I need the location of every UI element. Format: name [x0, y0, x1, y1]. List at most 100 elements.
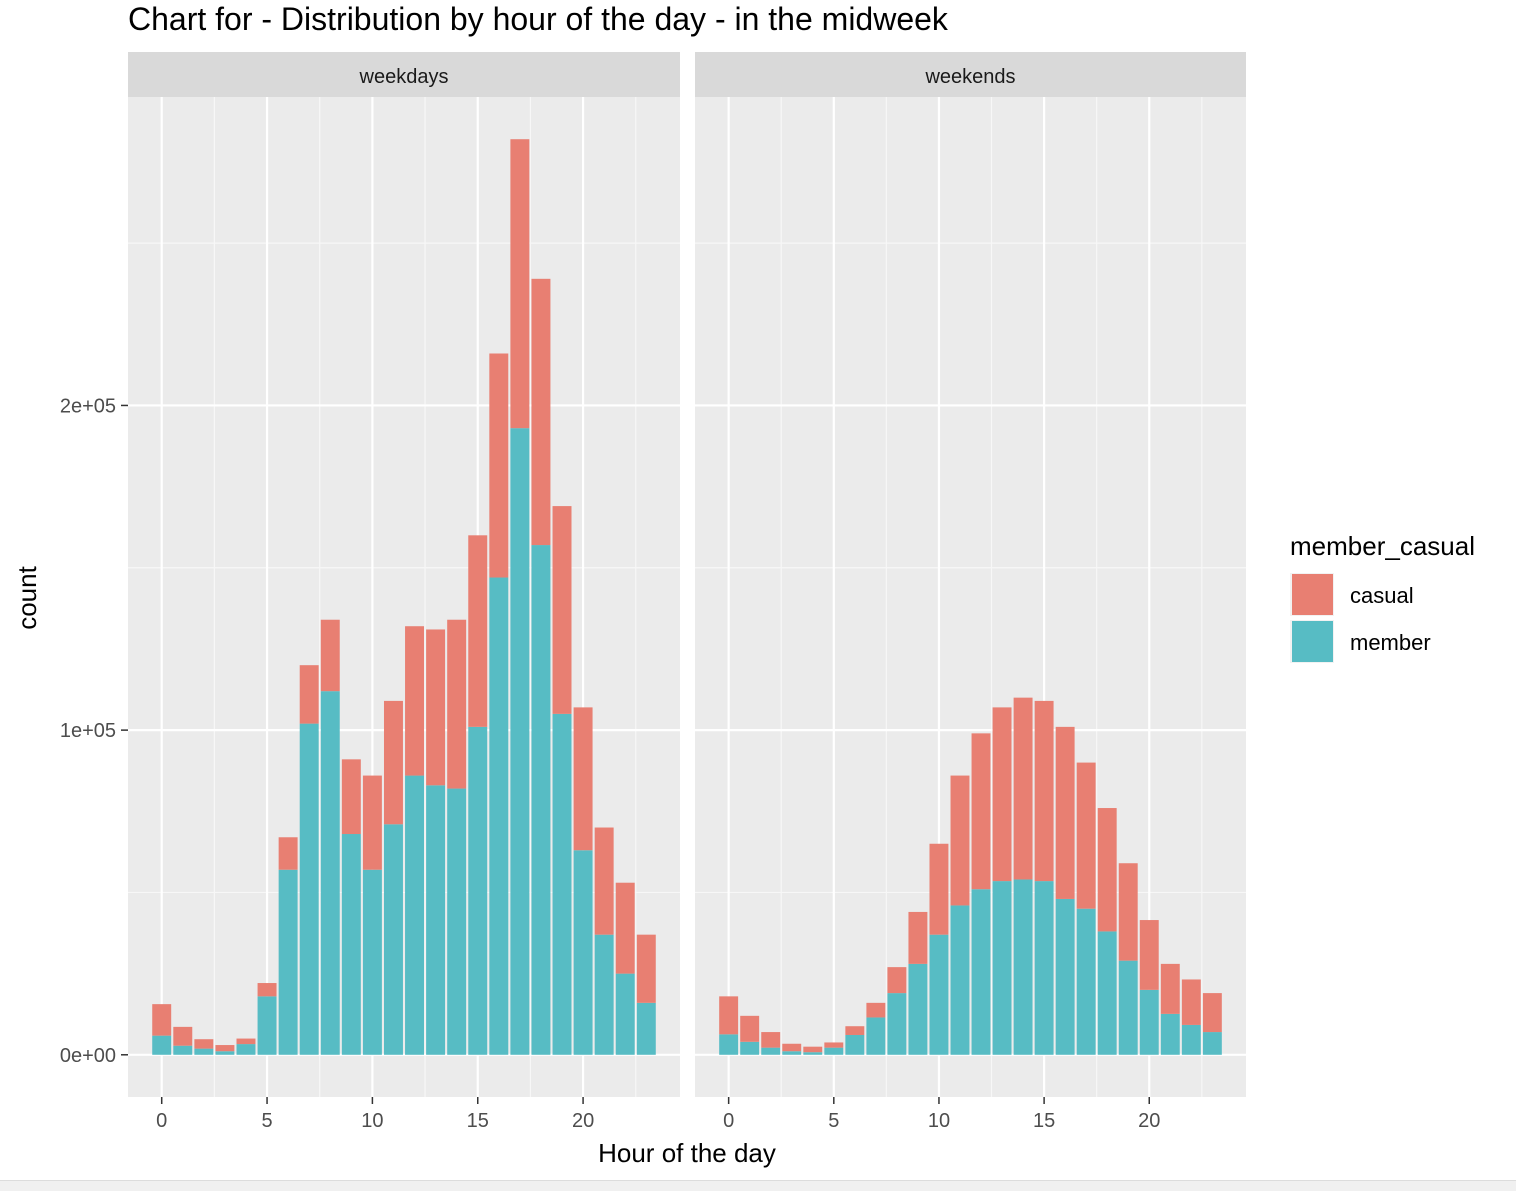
bar-member	[573, 850, 593, 1055]
bar-casual	[299, 665, 319, 724]
x-tick-label: 10	[361, 1110, 383, 1132]
bar-casual	[761, 1032, 781, 1048]
y-tick-label: 2e+05	[60, 395, 116, 417]
bar-member	[194, 1048, 214, 1055]
panel-weekdays: weekdays 0 5 10 15 20 0e+00 1e+05 2e+05	[60, 52, 680, 1132]
bar-casual	[1160, 963, 1180, 1014]
bar-member	[531, 545, 551, 1055]
bar-member	[257, 996, 277, 1055]
x-tick-label: 0	[723, 1110, 734, 1132]
bar-member	[971, 889, 991, 1055]
bar-casual	[1202, 993, 1222, 1033]
bar-casual	[615, 882, 635, 974]
bar-member	[552, 713, 572, 1055]
bar-member	[992, 881, 1012, 1055]
bar-casual	[194, 1039, 214, 1049]
bar-member	[866, 1017, 886, 1055]
bar-member	[278, 869, 298, 1055]
bar-member	[950, 905, 970, 1055]
legend-key-casual	[1292, 574, 1333, 615]
facet-strip-label: weekdays	[359, 66, 449, 88]
bar-member	[362, 869, 382, 1055]
x-tick-label: 0	[156, 1110, 167, 1132]
bar-member	[929, 934, 949, 1055]
bar-casual	[531, 278, 551, 546]
bar-member	[740, 1041, 760, 1055]
bar-casual	[489, 353, 509, 578]
bar-member	[152, 1035, 172, 1055]
bar-member	[173, 1045, 193, 1055]
legend-key-member	[1292, 621, 1333, 662]
bar-member	[594, 934, 614, 1055]
bar-casual	[447, 619, 467, 789]
bar-casual	[341, 759, 361, 835]
bottom-scroll-strip	[0, 1180, 1516, 1191]
bar-member	[1076, 908, 1096, 1055]
bar-member	[1118, 960, 1138, 1055]
y-tick-label: 1e+05	[60, 720, 116, 742]
bar-casual	[257, 983, 277, 997]
bar-member	[761, 1047, 781, 1055]
legend-label-casual: casual	[1350, 583, 1414, 608]
bar-casual	[824, 1042, 844, 1048]
bar-casual	[1097, 808, 1117, 932]
x-tick-label: 5	[261, 1110, 272, 1132]
chart-title: Chart for - Distribution by hour of the …	[128, 1, 949, 37]
bar-casual	[908, 911, 928, 964]
bar-member	[615, 973, 635, 1055]
bar-member	[845, 1034, 865, 1055]
bar-casual	[236, 1038, 256, 1045]
y-tick-label: 0e+00	[60, 1045, 116, 1067]
bar-casual	[1118, 863, 1138, 961]
bar-member	[803, 1052, 823, 1055]
bar-member	[405, 775, 425, 1055]
x-tick-label: 15	[1033, 1110, 1055, 1132]
bar-member	[1013, 879, 1033, 1055]
x-tick-label: 20	[1138, 1110, 1160, 1132]
bar-casual	[866, 1002, 886, 1018]
x-tick-label: 15	[467, 1110, 489, 1132]
facet-panels: weekdays 0 5 10 15 20 0e+00 1e+05 2e+05 weekends 0…	[60, 52, 1246, 1132]
legend: member_casual casual member	[1290, 531, 1475, 663]
bar-casual	[594, 827, 614, 935]
bar-casual	[278, 837, 298, 870]
bar-member	[447, 788, 467, 1055]
bar-casual	[552, 506, 572, 714]
facet-strip	[695, 52, 1246, 97]
bar-casual	[719, 996, 739, 1035]
bar-member	[215, 1051, 235, 1055]
bar-casual	[1076, 762, 1096, 909]
bar-casual	[887, 967, 907, 994]
bar-casual	[1139, 920, 1159, 990]
bar-casual	[152, 1004, 172, 1036]
x-axis-label: Hour of the day	[598, 1138, 776, 1168]
bar-casual	[405, 626, 425, 776]
bar-casual	[383, 700, 403, 825]
bar-member	[1139, 989, 1159, 1055]
x-tick-label: 10	[928, 1110, 950, 1132]
bar-casual	[362, 775, 382, 870]
bar-casual	[1013, 697, 1033, 880]
bar-casual	[215, 1045, 235, 1052]
bar-casual	[845, 1026, 865, 1035]
bar-member	[1034, 881, 1054, 1055]
bar-member	[383, 824, 403, 1055]
bar-casual	[803, 1046, 823, 1053]
bar-member	[824, 1047, 844, 1055]
bar-casual	[426, 629, 446, 786]
bar-member	[468, 726, 488, 1055]
bar-casual	[1055, 726, 1075, 899]
bar-member	[510, 428, 530, 1055]
bar-casual	[950, 775, 970, 906]
bar-member	[320, 691, 340, 1055]
bar-casual	[929, 843, 949, 935]
bar-member	[1202, 1032, 1222, 1055]
x-tick-label: 5	[828, 1110, 839, 1132]
panel-background	[695, 97, 1246, 1097]
bar-member	[908, 963, 928, 1055]
bar-casual	[173, 1026, 193, 1046]
panel-weekends: weekends 0 5 10 15 20	[695, 52, 1246, 1132]
bar-member	[1181, 1024, 1201, 1055]
bar-member	[719, 1034, 739, 1055]
